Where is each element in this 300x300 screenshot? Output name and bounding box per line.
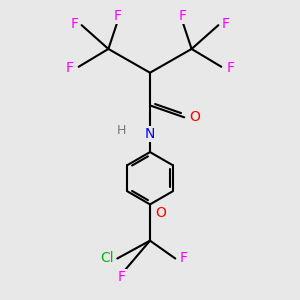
Text: F: F [180, 251, 188, 266]
Text: F: F [113, 9, 121, 23]
Text: O: O [189, 110, 200, 124]
Text: H: H [117, 124, 127, 137]
Text: F: F [179, 9, 187, 23]
Text: N: N [145, 127, 155, 141]
Text: F: F [222, 17, 230, 31]
Text: F: F [70, 17, 78, 31]
Text: F: F [226, 61, 234, 75]
Text: F: F [66, 61, 74, 75]
Text: O: O [155, 206, 166, 220]
Text: F: F [118, 270, 126, 284]
Text: Cl: Cl [100, 251, 114, 266]
